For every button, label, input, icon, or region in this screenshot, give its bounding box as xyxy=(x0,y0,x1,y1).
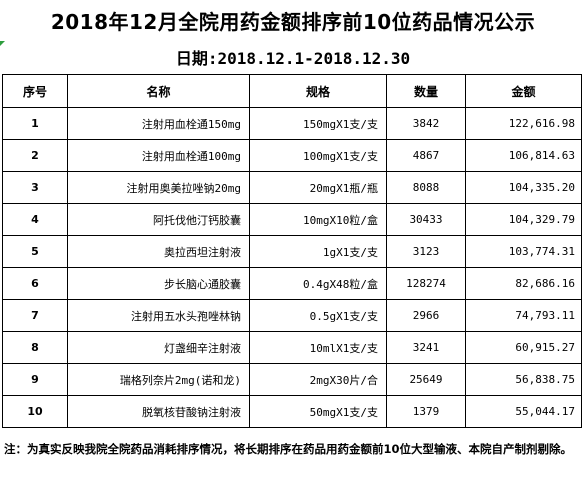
header-index: 序号 xyxy=(2,74,68,108)
header-amount: 金额 xyxy=(465,74,582,108)
row-index: 7 xyxy=(2,299,68,332)
drug-qty: 2966 xyxy=(386,299,466,332)
drug-amount: 74,793.11 xyxy=(465,299,582,332)
table-row: 7 注射用五水头孢唑林钠 0.5gX1支/支 2966 74,793.11 xyxy=(2,299,582,332)
drug-amount: 106,814.63 xyxy=(465,139,582,172)
drug-spec: 100mgX1支/支 xyxy=(249,139,387,172)
date-range: 日期:2018.12.1-2018.12.30 xyxy=(175,49,411,68)
header-spec: 规格 xyxy=(249,74,387,108)
drug-spec: 10mlX1支/支 xyxy=(249,331,387,364)
drug-amount: 122,616.98 xyxy=(465,107,582,140)
table-header-row: 序号 名称 规格 数量 金额 xyxy=(2,74,582,108)
drug-name: 阿托伐他汀钙胶囊 xyxy=(67,203,250,236)
drug-spec: 0.4gX48粒/盒 xyxy=(249,267,387,300)
drug-spec: 50mgX1支/支 xyxy=(249,395,387,428)
table-row: 5 奥拉西坦注射液 1gX1支/支 3123 103,774.31 xyxy=(2,235,582,268)
row-index: 5 xyxy=(2,235,68,268)
header-qty: 数量 xyxy=(386,74,466,108)
drug-qty: 3241 xyxy=(386,331,466,364)
row-index: 1 xyxy=(2,107,68,140)
drug-name: 灯盏细辛注射液 xyxy=(67,331,250,364)
drug-name: 脱氧核苷酸钠注射液 xyxy=(67,395,250,428)
drug-spec: 0.5gX1支/支 xyxy=(249,299,387,332)
drug-name: 注射用五水头孢唑林钠 xyxy=(67,299,250,332)
drug-name: 步长脑心通胶囊 xyxy=(67,267,250,300)
drug-qty: 25649 xyxy=(386,363,466,396)
drug-spec: 150mgX1支/支 xyxy=(249,107,387,140)
drug-amount: 104,335.20 xyxy=(465,171,582,204)
table-row: 2 注射用血栓通100mg 100mgX1支/支 4867 106,814.63 xyxy=(2,139,582,172)
drug-qty: 4867 xyxy=(386,139,466,172)
drug-qty: 8088 xyxy=(386,171,466,204)
drug-amount: 103,774.31 xyxy=(465,235,582,268)
table-row: 4 阿托伐他汀钙胶囊 10mgX10粒/盒 30433 104,329.79 xyxy=(2,203,582,236)
drug-amount: 82,686.16 xyxy=(465,267,582,300)
row-index: 3 xyxy=(2,171,68,204)
table-row: 3 注射用奥美拉唑钠20mg 20mgX1瓶/瓶 8088 104,335.20 xyxy=(2,171,582,204)
row-index: 10 xyxy=(2,395,68,428)
table-row: 10 脱氧核苷酸钠注射液 50mgX1支/支 1379 55,044.17 xyxy=(2,395,582,428)
drug-name: 注射用血栓通150mg xyxy=(67,107,250,140)
drug-spec: 1gX1支/支 xyxy=(249,235,387,268)
drug-qty: 1379 xyxy=(386,395,466,428)
drug-spec: 10mgX10粒/盒 xyxy=(249,203,387,236)
page-title: 2018年12月全院用药金额排序前10位药品情况公示 xyxy=(50,10,536,34)
drug-spec: 2mgX30片/合 xyxy=(249,363,387,396)
header-name: 名称 xyxy=(67,74,250,108)
drug-qty: 3842 xyxy=(386,107,466,140)
drug-name: 奥拉西坦注射液 xyxy=(67,235,250,268)
table-row: 6 步长脑心通胶囊 0.4gX48粒/盒 128274 82,686.16 xyxy=(2,267,582,300)
drug-amount: 56,838.75 xyxy=(465,363,582,396)
row-index: 4 xyxy=(2,203,68,236)
cell-comment-marker xyxy=(0,41,5,46)
drug-amount: 104,329.79 xyxy=(465,203,582,236)
row-index: 2 xyxy=(2,139,68,172)
drug-amount: 55,044.17 xyxy=(465,395,582,428)
drug-name: 注射用奥美拉唑钠20mg xyxy=(67,171,250,204)
table-row: 8 灯盏细辛注射液 10mlX1支/支 3241 60,915.27 xyxy=(2,331,582,364)
table-row: 9 瑞格列奈片2mg(诺和龙) 2mgX30片/合 25649 56,838.75 xyxy=(2,363,582,396)
drug-qty: 128274 xyxy=(386,267,466,300)
ranking-table: 序号 名称 规格 数量 金额 1 注射用血栓通150mg 150mgX1支/支 384… xyxy=(2,74,582,428)
drug-name: 瑞格列奈片2mg(诺和龙) xyxy=(67,363,250,396)
footnote: 注：为真实反映我院全院药品消耗排序情况，将长期排序在药品用药金额前10位大型输液… xyxy=(4,442,572,456)
row-index: 9 xyxy=(2,363,68,396)
table-row: 1 注射用血栓通150mg 150mgX1支/支 3842 122,616.98 xyxy=(2,107,582,140)
drug-amount: 60,915.27 xyxy=(465,331,582,364)
drug-qty: 3123 xyxy=(386,235,466,268)
drug-name: 注射用血栓通100mg xyxy=(67,139,250,172)
drug-qty: 30433 xyxy=(386,203,466,236)
row-index: 6 xyxy=(2,267,68,300)
row-index: 8 xyxy=(2,331,68,364)
drug-spec: 20mgX1瓶/瓶 xyxy=(249,171,387,204)
